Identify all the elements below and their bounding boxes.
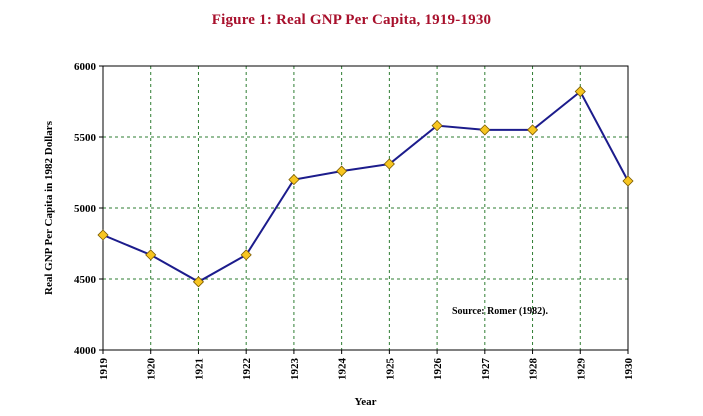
x-tick-label: 1922 bbox=[241, 358, 253, 381]
x-tick-label: 1929 bbox=[575, 358, 587, 381]
x-tick-label: 1928 bbox=[528, 358, 540, 381]
data-point-marker bbox=[145, 249, 157, 261]
chart-title: Figure 1: Real GNP Per Capita, 1919-1930 bbox=[211, 12, 492, 28]
data-point-marker bbox=[383, 158, 395, 170]
y-tick-label: 5000 bbox=[74, 203, 97, 215]
y-axis-ticks: 4000 4500 5000 5500 6000 bbox=[74, 61, 103, 357]
y-tick-label: 5500 bbox=[74, 132, 97, 144]
data-point-marker bbox=[336, 165, 348, 177]
data-markers bbox=[97, 85, 634, 288]
data-point-marker bbox=[97, 229, 109, 241]
x-tick-label: 1925 bbox=[384, 358, 396, 381]
x-tick-label: 1919 bbox=[98, 358, 110, 381]
data-point-marker bbox=[574, 85, 586, 98]
data-point-marker bbox=[526, 124, 539, 136]
data-point-marker bbox=[192, 276, 205, 288]
x-tick-label: 1927 bbox=[480, 358, 492, 381]
x-tick-label: 1923 bbox=[289, 358, 301, 381]
x-tick-label: 1920 bbox=[146, 358, 158, 381]
y-tick-label: 6000 bbox=[74, 61, 97, 73]
series-line bbox=[102, 90, 629, 283]
y-tick-label: 4000 bbox=[74, 345, 97, 357]
y-axis-label: Real GNP Per Capita in 1982 Dollars bbox=[43, 120, 55, 295]
data-point-marker bbox=[240, 249, 252, 261]
x-axis-label: Year bbox=[355, 396, 377, 408]
x-axis-ticks: 1919 1920 1921 1922 1923 1924 1925 1926 1927 1928… bbox=[98, 350, 635, 380]
data-point-marker bbox=[622, 175, 634, 187]
grid-lines bbox=[103, 66, 628, 350]
data-point-marker bbox=[479, 124, 491, 136]
source-annotation: Source: Romer (1982). bbox=[452, 306, 548, 317]
y-tick-label: 4500 bbox=[74, 274, 97, 286]
data-point-marker bbox=[288, 174, 300, 186]
data-point-marker bbox=[431, 120, 443, 132]
x-tick-label: 1930 bbox=[623, 358, 635, 381]
x-tick-label: 1921 bbox=[193, 358, 205, 380]
x-tick-label: 1926 bbox=[432, 358, 444, 381]
x-tick-label: 1924 bbox=[337, 358, 349, 381]
